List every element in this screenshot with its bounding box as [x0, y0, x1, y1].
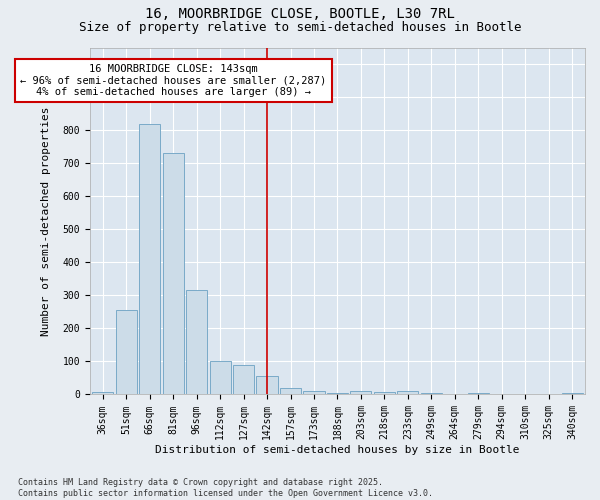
Bar — [186, 290, 207, 395]
Bar — [327, 393, 348, 394]
Bar — [374, 392, 395, 394]
Bar — [233, 364, 254, 394]
Text: Size of property relative to semi-detached houses in Bootle: Size of property relative to semi-detach… — [79, 21, 521, 34]
Y-axis label: Number of semi-detached properties: Number of semi-detached properties — [41, 106, 51, 336]
Bar — [304, 391, 325, 394]
Bar — [116, 310, 137, 394]
Bar — [163, 153, 184, 394]
Bar — [397, 391, 418, 394]
Bar — [209, 362, 230, 394]
Bar — [280, 388, 301, 394]
Bar — [256, 376, 278, 394]
Bar — [139, 124, 160, 394]
Text: Contains HM Land Registry data © Crown copyright and database right 2025.
Contai: Contains HM Land Registry data © Crown c… — [18, 478, 433, 498]
Text: 16 MOORBRIDGE CLOSE: 143sqm
← 96% of semi-detached houses are smaller (2,287)
4%: 16 MOORBRIDGE CLOSE: 143sqm ← 96% of sem… — [20, 64, 326, 97]
Bar — [92, 392, 113, 394]
Bar — [421, 393, 442, 394]
Bar — [350, 390, 371, 394]
X-axis label: Distribution of semi-detached houses by size in Bootle: Distribution of semi-detached houses by … — [155, 445, 520, 455]
Text: 16, MOORBRIDGE CLOSE, BOOTLE, L30 7RL: 16, MOORBRIDGE CLOSE, BOOTLE, L30 7RL — [145, 8, 455, 22]
